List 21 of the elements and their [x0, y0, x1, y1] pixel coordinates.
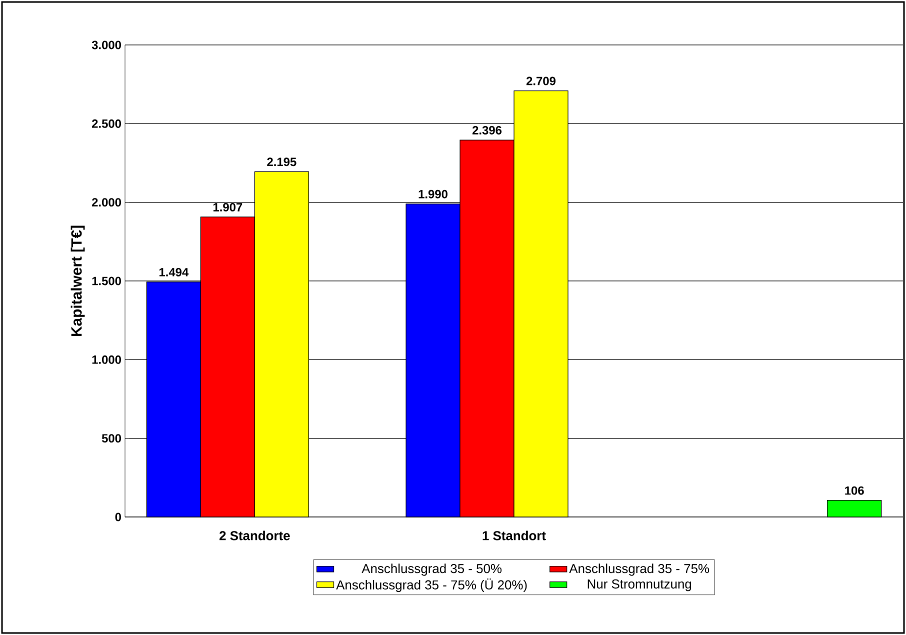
x-tick-label: 1 Standort — [482, 530, 546, 540]
y-tick-label: 3.000 — [92, 40, 121, 50]
y-tick-label: 0 — [115, 512, 121, 522]
data-label: 2.195 — [267, 158, 296, 166]
legend-label: Anschlussgrad 35 - 75% — [569, 564, 710, 576]
y-tick-label: 2.000 — [92, 198, 121, 207]
data-label: 2.709 — [526, 76, 556, 86]
y-axis-title: Kapitalwert [T€] — [70, 226, 85, 336]
legend-label: Anschlussgrad 35 - 75% (Ü 20%) — [336, 578, 527, 592]
x-tick-label: 2 Standorte — [220, 530, 290, 540]
legend-label: Anschlussgrad 35 - 50% — [362, 564, 502, 576]
data-label: 1.990 — [418, 190, 448, 198]
y-tick-label: 2.500 — [92, 119, 121, 128]
data-label: 106 — [845, 486, 864, 495]
data-label: 1.494 — [159, 268, 189, 276]
y-tick-label: 1.000 — [92, 355, 121, 364]
y-tick-label: 500 — [102, 434, 121, 443]
legend-label: Nur Stromnutzung — [588, 579, 692, 592]
data-label: 1.907 — [213, 202, 242, 212]
y-tick-label: 1.500 — [92, 276, 121, 286]
data-label: 2.396 — [472, 126, 502, 134]
